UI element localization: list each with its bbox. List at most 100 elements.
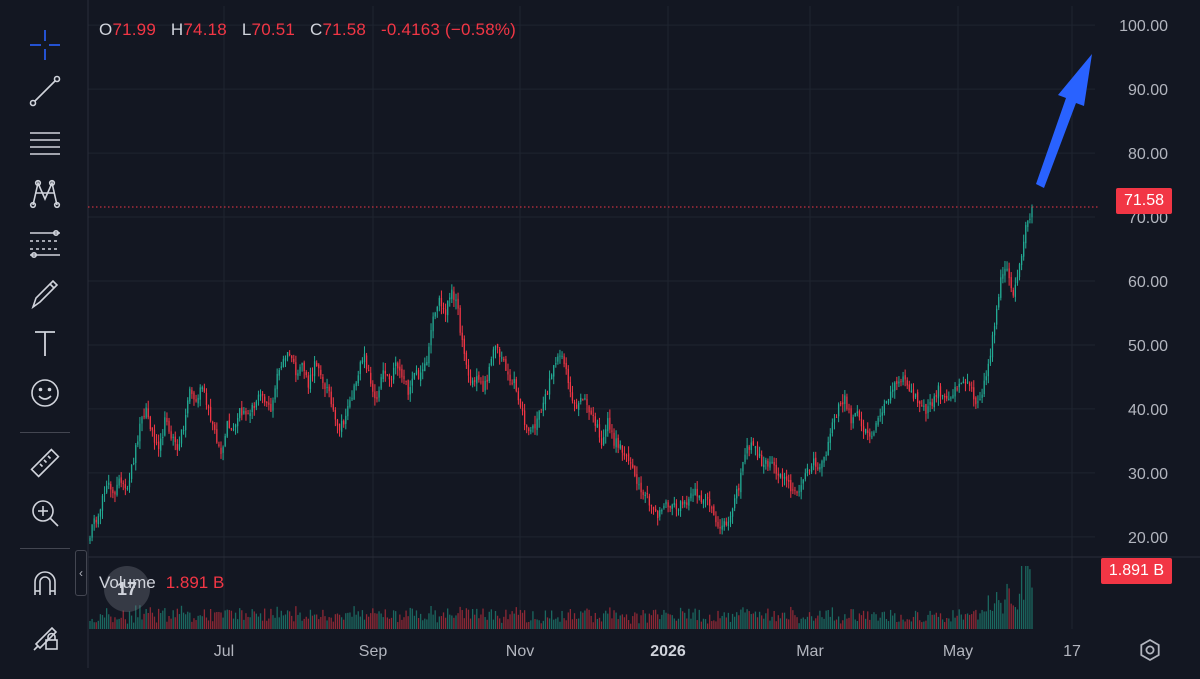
volume-bar xyxy=(613,610,615,629)
candle-body xyxy=(1006,268,1008,271)
candle-body xyxy=(729,515,732,523)
candle-body xyxy=(1008,268,1010,279)
candle-body xyxy=(463,338,465,354)
candle-body xyxy=(170,431,172,439)
candle-body xyxy=(998,297,1000,308)
volume-bar xyxy=(178,614,181,629)
candle-body xyxy=(205,392,208,405)
volume-bar xyxy=(873,612,875,629)
candle-body xyxy=(253,405,255,408)
candle-body xyxy=(259,394,262,397)
lock-drawings-icon[interactable] xyxy=(20,612,70,658)
ruler-icon[interactable] xyxy=(20,440,70,486)
candle-body xyxy=(889,391,892,401)
volume-bar xyxy=(105,608,108,629)
volume-bar xyxy=(659,619,661,629)
candle-body xyxy=(871,436,873,438)
candle-body xyxy=(894,382,896,391)
candle-body xyxy=(654,508,657,511)
volume-bar xyxy=(313,614,316,629)
volume-bar xyxy=(561,610,563,629)
volume-bar xyxy=(989,609,992,629)
volume-bar xyxy=(426,619,428,629)
fib-levels-icon[interactable] xyxy=(20,220,70,266)
crosshair-icon[interactable] xyxy=(20,22,70,68)
candle-body xyxy=(530,430,532,432)
candle-body xyxy=(748,446,750,450)
candle-body xyxy=(328,386,330,392)
candle-body xyxy=(1031,206,1033,218)
volume-bar xyxy=(326,620,328,629)
candle-body xyxy=(305,372,307,376)
volume-bar xyxy=(218,611,220,629)
candle-body xyxy=(401,368,403,378)
volume-bar xyxy=(272,615,274,629)
candle-body xyxy=(1029,218,1031,221)
candle-body xyxy=(1010,277,1012,289)
candle-body xyxy=(95,519,97,523)
candle-body xyxy=(964,381,967,384)
volume-bar xyxy=(738,615,740,629)
volume-bar xyxy=(513,613,515,629)
volume-bar xyxy=(592,622,594,629)
volume-bar xyxy=(340,617,343,629)
horizontal-lines-icon[interactable] xyxy=(20,120,70,166)
volume-bar xyxy=(553,619,555,629)
volume-bar xyxy=(594,612,596,629)
volume-bar xyxy=(108,614,110,629)
candle-body xyxy=(987,363,989,377)
candle-body xyxy=(459,307,461,333)
volume-bar xyxy=(667,613,669,629)
zoom-in-icon[interactable] xyxy=(20,490,70,536)
volume-bar xyxy=(798,623,800,629)
volume-bar xyxy=(819,610,821,629)
volume-bar xyxy=(230,610,233,629)
volume-bar xyxy=(794,615,796,629)
pattern-icon[interactable] xyxy=(20,170,70,216)
candle-body xyxy=(243,410,245,414)
volume-bar xyxy=(729,621,732,629)
collapse-toolbar-button[interactable]: ‹ xyxy=(75,550,87,596)
text-icon[interactable] xyxy=(20,320,70,366)
volume-bar xyxy=(709,614,711,629)
volume-bar xyxy=(1029,569,1031,629)
volume-bar xyxy=(274,617,276,629)
volume-bar xyxy=(349,612,351,629)
candle-body xyxy=(968,383,971,386)
volume-bar xyxy=(858,613,861,629)
volume-bar xyxy=(118,618,120,629)
emoji-icon[interactable] xyxy=(20,370,70,416)
magnet-icon[interactable] xyxy=(20,560,70,606)
candle-body xyxy=(775,464,777,474)
volume-bar xyxy=(195,620,197,629)
trend-line-icon[interactable] xyxy=(20,68,70,114)
volume-bar xyxy=(447,608,449,629)
brush-icon[interactable] xyxy=(20,270,70,316)
y-tick-label: 70.00 xyxy=(1128,210,1168,227)
candle-body xyxy=(771,461,773,463)
candle-body xyxy=(584,398,586,400)
volume-bar xyxy=(958,609,960,629)
candle-body xyxy=(698,495,700,498)
candle-body xyxy=(528,428,530,432)
y-tick-label: 50.00 xyxy=(1128,338,1168,355)
candle-body xyxy=(690,493,692,499)
candle-body xyxy=(661,509,663,512)
volume-bar xyxy=(706,623,709,629)
volume-bar xyxy=(904,621,906,629)
volume-bar xyxy=(567,612,569,629)
volume-bar xyxy=(850,609,852,629)
settings-gear-icon[interactable] xyxy=(1137,637,1163,663)
candle-body xyxy=(580,397,582,402)
candle-body xyxy=(625,455,628,457)
volume-bar xyxy=(288,611,291,629)
volume-bar xyxy=(571,619,574,629)
candle-body xyxy=(538,411,540,420)
candle-body xyxy=(592,414,594,416)
candle-body xyxy=(929,401,931,405)
volume-bar xyxy=(365,614,368,629)
volume-bar xyxy=(935,612,937,629)
volume-bar xyxy=(488,611,490,629)
candle-body xyxy=(492,349,495,359)
